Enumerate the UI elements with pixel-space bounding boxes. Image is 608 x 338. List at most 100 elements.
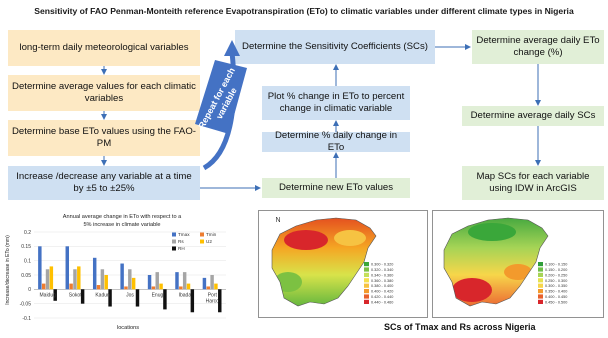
map-legend-swatch <box>538 267 543 272</box>
map-legend-label: 0.150 - 0.200 <box>545 268 567 272</box>
map-legend-label: 0.400 - 0.420 <box>371 290 393 294</box>
chart-y-tick-label: 0.1 <box>24 258 31 264</box>
maps-caption: SCs of Tmax and Rs across Nigeria <box>384 322 536 332</box>
chart-y-tick-label: 0.2 <box>24 230 31 236</box>
chart-x-tick-label: Harco <box>206 298 220 304</box>
chart-bar-tmax-5 <box>175 272 179 290</box>
chart-bar-rh-2 <box>108 289 112 307</box>
chart-bar-rs-4 <box>155 272 159 290</box>
chart-legend-swatch <box>172 246 176 251</box>
chart-bar-rs-1 <box>73 269 77 290</box>
chart-legend-swatch <box>172 239 176 244</box>
map-legend-label: 0.360 - 0.380 <box>371 279 393 283</box>
map-legend-label: 0.340 - 0.360 <box>371 273 393 277</box>
box-meteorological-variables: long-term daily meteorological variables <box>8 30 200 66</box>
map-legend-label: 0.350 - 0.400 <box>545 290 567 294</box>
map-legend-label: 0.440 - 0.460 <box>371 300 393 304</box>
chart-bar-rh-0 <box>53 289 57 301</box>
repeat-loop-arrowhead <box>224 40 240 56</box>
page-title: Sensitivity of FAO Penman-Monteith refer… <box>34 6 574 16</box>
chart-bar-u2-5 <box>186 283 191 290</box>
map-legend-swatch <box>364 289 369 294</box>
map-legend-swatch <box>538 262 543 267</box>
map-legend-swatch <box>538 278 543 283</box>
chart-svg: Annual average change in ETo with respec… <box>5 214 226 331</box>
chart-bar-tmax-3 <box>120 263 124 290</box>
chart-x-tick-label: Enug <box>152 292 164 298</box>
map-legend-swatch <box>538 272 543 277</box>
chart-bar-u2-3 <box>131 277 136 290</box>
map-legend-label: 0.380 - 0.400 <box>371 284 393 288</box>
chart-bar-rs-3 <box>128 269 132 290</box>
map-legend-swatch <box>364 294 369 299</box>
chart-y-tick-label: 0.15 <box>21 244 31 250</box>
chart-legend-swatch <box>172 232 176 237</box>
chart-bar-tmax-0 <box>38 246 42 290</box>
map-legend-swatch <box>364 267 369 272</box>
chart-x-tick-label: Sokot <box>69 292 82 298</box>
chart-y-tick-label: 0.05 <box>21 273 31 279</box>
chart-bar-u2-2 <box>104 275 108 290</box>
map-legend-label: 0.420 - 0.440 <box>371 295 393 299</box>
chart-bar-rs-0 <box>45 269 50 290</box>
box-daily-change: Determine % daily change in ETo <box>262 130 410 153</box>
box-average-values: Determine average values for each climat… <box>8 75 200 111</box>
map-tmax-sc: 0.300 - 0.320 0.320 - 0.340 0.340 - 0.360 0… <box>258 210 428 318</box>
map-legend-swatch <box>364 299 369 304</box>
chart-bar-tmin-6 <box>206 286 210 290</box>
box-average-scs: Determine average daily SCs <box>462 106 604 126</box>
map-legend-label: 0.250 - 0.300 <box>545 279 567 283</box>
chart-bar-rh-4 <box>163 289 167 310</box>
map-legend-label: 0.320 - 0.340 <box>371 268 393 272</box>
map-legend-label: 0.450 - 0.500 <box>545 300 567 304</box>
chart-bar-tmin-2 <box>96 285 101 290</box>
chart-bar-tmin-3 <box>124 286 128 290</box>
chart-bar-tmin-0 <box>41 283 46 290</box>
chart-x-axis-label: locations <box>117 325 139 331</box>
chart-bar-tmax-6 <box>202 277 207 290</box>
map-legend-label: 0.300 - 0.320 <box>371 263 393 267</box>
chart-bar-rh-5 <box>190 289 195 313</box>
chart-y-axis-label: Increase/decrease in ETo (mm) <box>5 235 11 305</box>
chart-bar-u2-6 <box>214 283 218 290</box>
box-average-eto-change: Determine average daily ETo change (%) <box>472 30 604 64</box>
map-legend-swatch <box>538 294 543 299</box>
map-legend-label: 0.200 - 0.250 <box>545 273 567 277</box>
chart-bar-rs-5 <box>182 272 187 290</box>
chart-x-tick-label: Port <box>208 292 218 298</box>
chart-legend-label: Rs <box>178 239 184 244</box>
box-new-eto: Determine new ETo values <box>262 178 410 198</box>
chart-y-tick-label: -0.05 <box>20 301 32 307</box>
map-legend-swatch <box>364 278 369 283</box>
chart-x-tick-label: Jos <box>126 292 134 298</box>
chart-title-line-2: 5% increase in climate variable <box>83 222 160 228</box>
chart-bar-tmax-4 <box>147 275 152 290</box>
chart-x-tick-label: Maidug <box>40 292 57 298</box>
chart-legend-swatch <box>200 239 204 244</box>
chart-bar-u2-4 <box>159 283 163 290</box>
chart-legend-label: Tmin <box>206 232 217 237</box>
box-plot-change: Plot % change in ETo to percent change i… <box>262 86 410 120</box>
map-legend-swatch <box>364 272 369 277</box>
north-arrow-icon: N <box>275 217 280 224</box>
map-legend-label: 0.300 - 0.350 <box>545 284 567 288</box>
repeat-badge: Repeat for each variable <box>195 60 247 134</box>
map-rs-sc: 0.100 - 0.150 0.150 - 0.200 0.200 - 0.250 0… <box>432 210 604 318</box>
map-legend-swatch <box>538 299 543 304</box>
box-increase-decrease: Increase /decrease any variable at a tim… <box>8 166 200 200</box>
chart-bar-tmax-2 <box>92 257 97 290</box>
box-sensitivity-coefficients: Determine the Sensitivity Coefficients (… <box>235 30 435 64</box>
chart-title-line-1: Annual average change in ETo with respec… <box>63 214 182 220</box>
eto-change-chart: Annual average change in ETo with respec… <box>4 208 232 333</box>
map-legend-swatch <box>538 283 543 288</box>
map-legend-swatch <box>364 262 369 267</box>
map-legend-label: 0.400 - 0.450 <box>545 295 567 299</box>
box-map-scs: Map SCs for each variable using IDW in A… <box>462 166 604 200</box>
chart-bar-u2-0 <box>49 266 54 290</box>
map-legend-swatch <box>538 289 543 294</box>
chart-bar-rs-6 <box>210 275 214 290</box>
chart-legend-swatch <box>200 232 204 237</box>
